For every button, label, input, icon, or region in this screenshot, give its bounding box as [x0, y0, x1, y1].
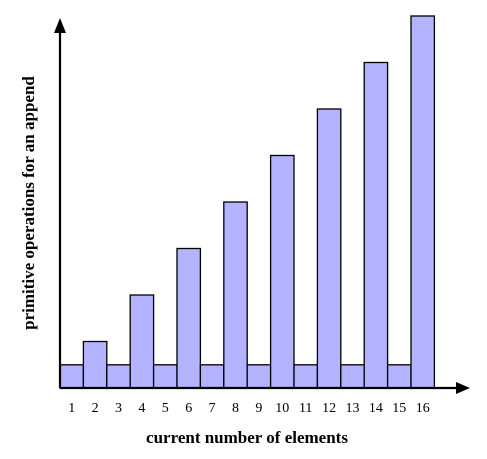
x-tick-label: 9	[255, 401, 262, 416]
bar-8	[223, 201, 248, 389]
x-tick-labels: 1 2 3 4 5 6 7 8 9 10 11 12 13 14 15 16	[68, 401, 430, 416]
bar-1	[59, 364, 85, 389]
x-tick-label: 4	[138, 401, 145, 416]
x-tick-label: 7	[209, 401, 216, 416]
x-axis-arrow-icon	[456, 382, 470, 394]
bar-6	[176, 247, 202, 389]
bar-5	[152, 364, 178, 389]
x-tick-label: 15	[392, 401, 406, 416]
x-tick-label: 2	[92, 401, 99, 416]
x-tick-label: 13	[346, 401, 360, 416]
bar-2	[82, 340, 108, 389]
x-tick-label: 5	[162, 401, 169, 416]
bar-13	[340, 364, 365, 389]
bar-9	[246, 364, 272, 389]
x-tick-label: 16	[416, 401, 430, 416]
bar-7	[199, 364, 225, 389]
x-tick-label: 12	[322, 401, 336, 416]
y-axis-arrow-icon	[54, 18, 66, 33]
x-tick-label: 10	[275, 401, 289, 416]
bar-12	[316, 108, 342, 389]
x-tick-label: 1	[68, 401, 75, 416]
x-tick-label: 8	[232, 401, 239, 416]
x-axis-title: current number of elements	[146, 428, 348, 447]
x-tick-label: 6	[185, 401, 192, 416]
bars	[59, 15, 436, 389]
bar-11	[293, 364, 319, 389]
x-tick-label: 11	[299, 401, 312, 416]
x-tick-label: 14	[369, 401, 383, 416]
x-tick-label: 3	[115, 401, 122, 416]
bar-15	[386, 364, 412, 389]
bar-14	[363, 61, 389, 389]
y-axis-title: primitive operations for an append	[19, 76, 38, 330]
bar-10	[269, 154, 295, 389]
bar-4	[129, 294, 155, 389]
bar-3	[106, 364, 131, 389]
bar-16	[410, 15, 436, 389]
